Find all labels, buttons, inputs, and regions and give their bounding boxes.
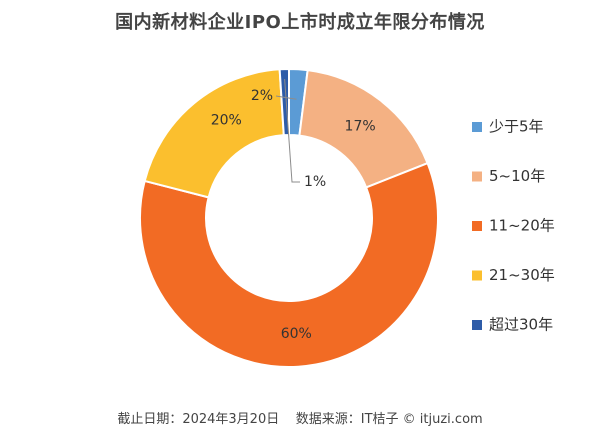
- legend-swatch-21~30年: [472, 270, 482, 281]
- legend-swatch-少于5年: [472, 122, 482, 132]
- legend-swatch-11~20年: [472, 221, 482, 231]
- slice-labels: 17% 60% 20% 2% 1%: [211, 79, 376, 342]
- value-label-11~20年: 60%: [281, 326, 312, 342]
- legend-label-少于5年: 少于5年: [489, 118, 544, 136]
- legend-label-21~30年: 21~30年: [489, 266, 555, 284]
- legend-label-11~20年: 11~20年: [489, 217, 555, 235]
- cutoff-date: 截止日期：2024年3月20日: [117, 412, 280, 427]
- value-label-21~30年: 20%: [211, 112, 242, 128]
- donut-slices: [139, 67, 439, 368]
- chart-title: 国内新材料企业IPO上市时成立年限分布情况: [115, 12, 485, 33]
- legend-swatch-5~10年: [472, 171, 482, 182]
- value-label-超过30年: 1%: [304, 174, 326, 190]
- legend-swatch-超过30年: [472, 320, 482, 330]
- value-label-少于5年: 2%: [251, 88, 273, 104]
- value-label-5~10年: 17%: [345, 118, 376, 134]
- slice-11~20年: [139, 161, 439, 368]
- slice-21~30年: [143, 68, 285, 199]
- footer: 截止日期：2024年3月20日 数据来源：IT桔子 © itjuzi.com: [0, 408, 600, 427]
- legend-label-5~10年: 5~10年: [489, 167, 545, 185]
- leader-line-超过30年: [284, 79, 300, 183]
- data-source: 数据来源：IT桔子 © itjuzi.com: [295, 412, 483, 427]
- legend-label-超过30年: 超过30年: [489, 316, 553, 334]
